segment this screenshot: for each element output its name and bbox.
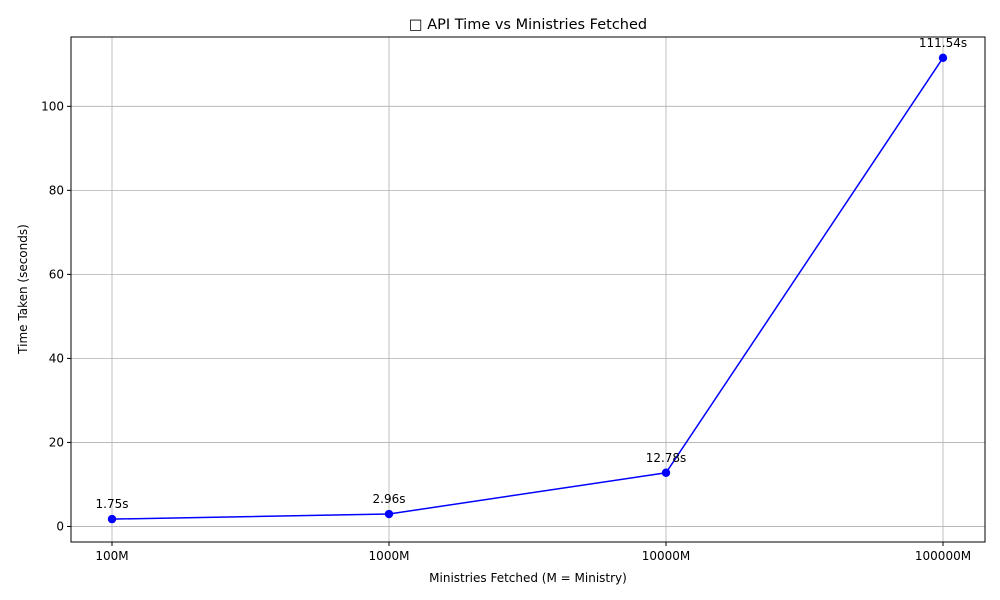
- y-tick-label: 20: [49, 435, 64, 449]
- data-point: [384, 509, 394, 519]
- chart-title: □ API Time vs Ministries Fetched: [409, 17, 647, 33]
- series-line: [111, 57, 944, 520]
- x-tick-label: 100M: [95, 549, 128, 563]
- y-tick-label: 100: [41, 99, 64, 113]
- data-point: [661, 468, 671, 477]
- x-tick-label: 1000M: [369, 549, 410, 563]
- data-label: 1.75s: [96, 497, 129, 511]
- data-label: 111.54s: [919, 36, 967, 50]
- data-point: [107, 514, 117, 524]
- y-axis-label: Time Taken (seconds): [16, 224, 30, 355]
- axis-layer: 100M 1000M 10000M 100000M 0 20 40 60 80 100: [41, 99, 971, 563]
- x-tick-label: 100000M: [915, 549, 971, 563]
- series-layer: 1.75s 2.96s 12.78s 111.54s: [96, 36, 967, 524]
- y-tick-label: 40: [49, 351, 64, 365]
- y-tick-label: 60: [49, 267, 64, 281]
- data-label: 2.96s: [373, 492, 406, 506]
- data-point: [938, 53, 948, 63]
- x-axis-label: Ministries Fetched (M = Ministry): [429, 571, 627, 585]
- grid-layer: [71, 37, 985, 542]
- data-label: 12.78s: [646, 451, 687, 465]
- y-tick-label: 0: [56, 519, 64, 533]
- x-tick-label: 10000M: [642, 549, 691, 563]
- y-tick-label: 80: [49, 183, 64, 197]
- plot-frame: [70, 36, 986, 543]
